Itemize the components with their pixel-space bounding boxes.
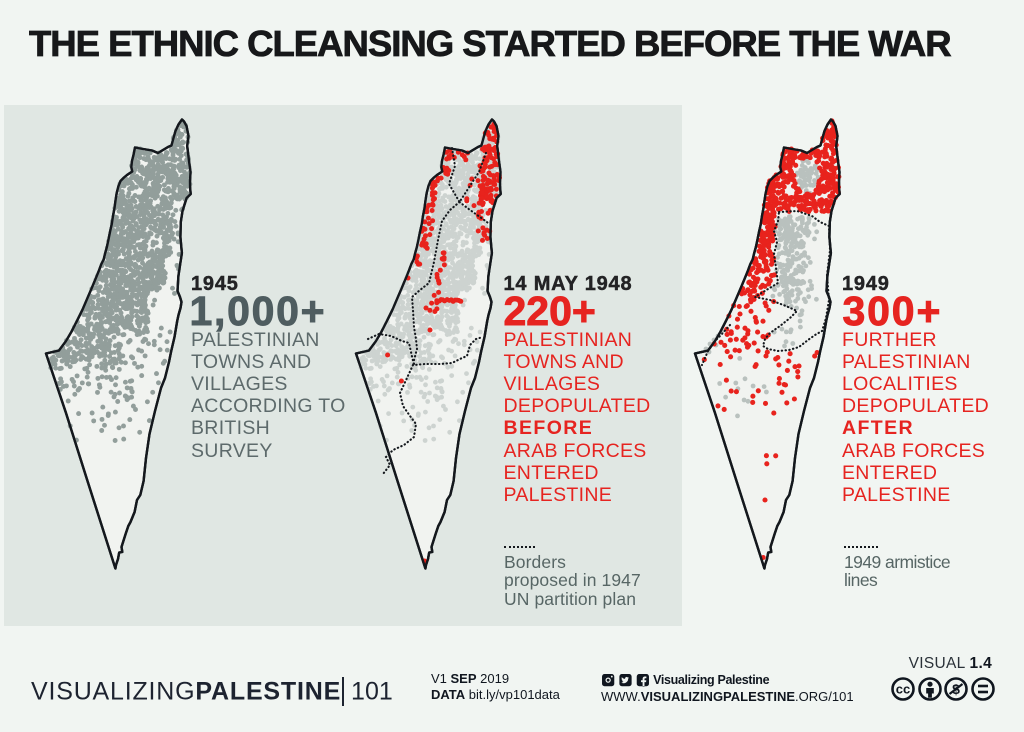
svg-text:cc: cc [896,682,910,697]
